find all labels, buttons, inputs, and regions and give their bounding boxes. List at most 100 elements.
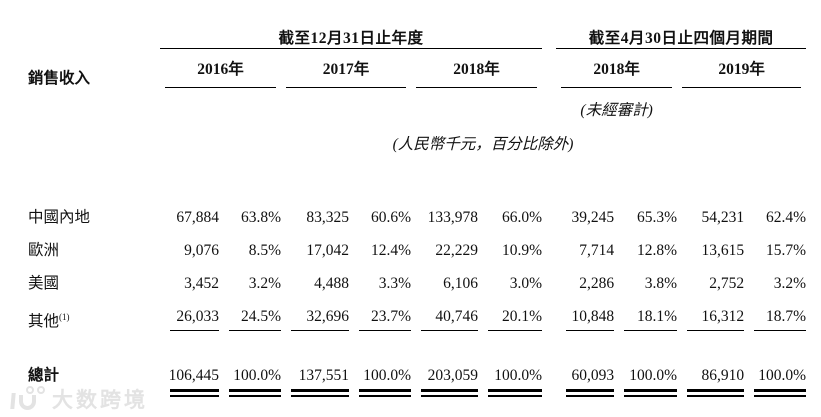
cell-value: 12.8% bbox=[637, 242, 678, 260]
empty-cell bbox=[677, 88, 806, 120]
group-gap bbox=[542, 48, 556, 88]
group-gap bbox=[542, 227, 556, 260]
period-group-header-row: 截至12月31日止年度 截至4月30日止四個月期間 bbox=[28, 14, 807, 49]
double-rule bbox=[556, 385, 615, 397]
cell-value: 3.3% bbox=[378, 275, 411, 293]
currency-unit-note: (人民幣千元，百分比除外) bbox=[392, 136, 574, 154]
cell-value: 4,488 bbox=[314, 275, 349, 293]
total-double-rule-row bbox=[28, 385, 807, 397]
year-header-row: 銷售收入 2016年 2017年 2018年 2018年 2019年 bbox=[28, 48, 806, 88]
cell-value: 12.4% bbox=[370, 242, 411, 260]
unaudited-note-row: (未經審計) bbox=[28, 88, 806, 120]
cell-value: 9,076 bbox=[184, 242, 219, 260]
total-value: 106,445 bbox=[168, 367, 219, 385]
double-rule bbox=[744, 385, 807, 397]
period-group-four-months: 截至4月30日止四個月期間 bbox=[556, 14, 807, 49]
cell-value: 6,106 bbox=[443, 275, 478, 293]
region-label: 美國 bbox=[28, 275, 60, 293]
table-row-others: 其他(1) 26,033 24.5% 32,696 23.7% 40,746 2… bbox=[28, 293, 807, 331]
double-rule bbox=[411, 385, 478, 397]
cell-value: 133,978 bbox=[427, 209, 478, 227]
double-rule bbox=[219, 385, 281, 397]
spacer-row bbox=[28, 331, 806, 355]
total-value: 86,910 bbox=[701, 367, 745, 385]
sales-revenue-table: 截至12月31日止年度 截至4月30日止四個月期間 銷售收入 2016年 201… bbox=[28, 14, 807, 397]
cell-value: 3.2% bbox=[773, 275, 807, 293]
cell-value: 18.1% bbox=[614, 293, 678, 331]
region-label: 歐洲 bbox=[28, 242, 60, 260]
year-col-2016: 2016年 bbox=[160, 48, 281, 88]
region-label: 中國內地 bbox=[28, 209, 91, 227]
watermark: 大数跨境 bbox=[8, 384, 148, 414]
year-col-2018-4m: 2018年 bbox=[556, 48, 677, 88]
cell-value: 23.7% bbox=[349, 293, 411, 331]
group-gap bbox=[542, 194, 556, 227]
double-rule bbox=[281, 385, 349, 397]
cell-value: 18.7% bbox=[744, 293, 807, 331]
total-value: 60,093 bbox=[571, 367, 615, 385]
cell-value: 3.2% bbox=[248, 275, 281, 293]
empty-cell bbox=[28, 88, 556, 120]
cell-value: 17,042 bbox=[306, 242, 349, 260]
watermark-text: 大数跨境 bbox=[52, 389, 148, 412]
cell-value: 26,033 bbox=[160, 293, 219, 331]
table-row-mainland-china: 中國內地 67,884 63.8% 83,325 60.6% 133,978 6… bbox=[28, 194, 806, 227]
total-value: 100.0% bbox=[233, 367, 281, 385]
table-row-usa: 美國 3,452 3.2% 4,488 3.3% 6,106 3.0% 2,28… bbox=[28, 260, 806, 293]
year-col-2019-4m: 2019年 bbox=[677, 48, 806, 88]
unaudited-note: (未經審計) bbox=[580, 102, 653, 120]
period-group-annual: 截至12月31日止年度 bbox=[160, 14, 543, 49]
cell-value: 65.3% bbox=[637, 209, 678, 227]
cell-value: 54,231 bbox=[701, 209, 745, 227]
year-col-2017: 2017年 bbox=[281, 48, 411, 88]
spacer-row bbox=[28, 154, 806, 194]
cell-value: 67,884 bbox=[176, 209, 219, 227]
empty-cell bbox=[28, 14, 160, 48]
group-gap bbox=[542, 293, 556, 331]
cell-value: 62.4% bbox=[766, 209, 807, 227]
total-value: 100.0% bbox=[629, 367, 678, 385]
cell-value: 10.9% bbox=[502, 242, 543, 260]
cell-value: 66.0% bbox=[502, 209, 543, 227]
total-value: 137,551 bbox=[298, 367, 349, 385]
year-col-2018: 2018年 bbox=[411, 48, 542, 88]
cell-value: 3.8% bbox=[644, 275, 678, 293]
table-row-total: 總計 106,445 100.0% 137,551 100.0% 203,059… bbox=[28, 355, 806, 385]
table-row-europe: 歐洲 9,076 8.5% 17,042 12.4% 22,229 10.9% … bbox=[28, 227, 806, 260]
cell-value: 63.8% bbox=[240, 209, 281, 227]
cell-value: 13,615 bbox=[701, 242, 745, 260]
cell-value: 40,746 bbox=[411, 293, 478, 331]
total-value: 203,059 bbox=[427, 367, 478, 385]
cell-value: 7,714 bbox=[579, 242, 615, 260]
cell-value: 3,452 bbox=[184, 275, 219, 293]
group-gap bbox=[542, 260, 556, 293]
total-value: 100.0% bbox=[494, 367, 543, 385]
cell-value: 2,286 bbox=[579, 275, 615, 293]
double-rule bbox=[478, 385, 543, 397]
cell-value: 8.5% bbox=[248, 242, 281, 260]
group-gap bbox=[542, 355, 556, 385]
total-value: 100.0% bbox=[363, 367, 411, 385]
cell-value: 16,312 bbox=[677, 293, 745, 331]
total-value: 100.0% bbox=[758, 367, 807, 385]
double-rule bbox=[677, 385, 745, 397]
cell-value: 39,245 bbox=[571, 209, 615, 227]
region-label: 其他(1) bbox=[28, 312, 70, 331]
cell-value: 20.1% bbox=[478, 293, 543, 331]
group-gap bbox=[542, 14, 556, 48]
cell-value: 2,752 bbox=[709, 275, 745, 293]
cell-value: 15.7% bbox=[766, 242, 807, 260]
cell-value: 22,229 bbox=[435, 242, 478, 260]
row-header-sales-revenue: 銷售收入 bbox=[28, 70, 91, 88]
group-gap bbox=[542, 385, 556, 397]
double-rule bbox=[160, 385, 219, 397]
footnote-marker: (1) bbox=[59, 312, 70, 323]
cell-value: 24.5% bbox=[219, 293, 281, 331]
cell-value: 3.0% bbox=[509, 275, 543, 293]
double-rule bbox=[614, 385, 678, 397]
empty-cell bbox=[28, 120, 160, 154]
cell-value: 83,325 bbox=[306, 209, 349, 227]
double-rule bbox=[349, 385, 411, 397]
cell-value: 60.6% bbox=[370, 209, 411, 227]
